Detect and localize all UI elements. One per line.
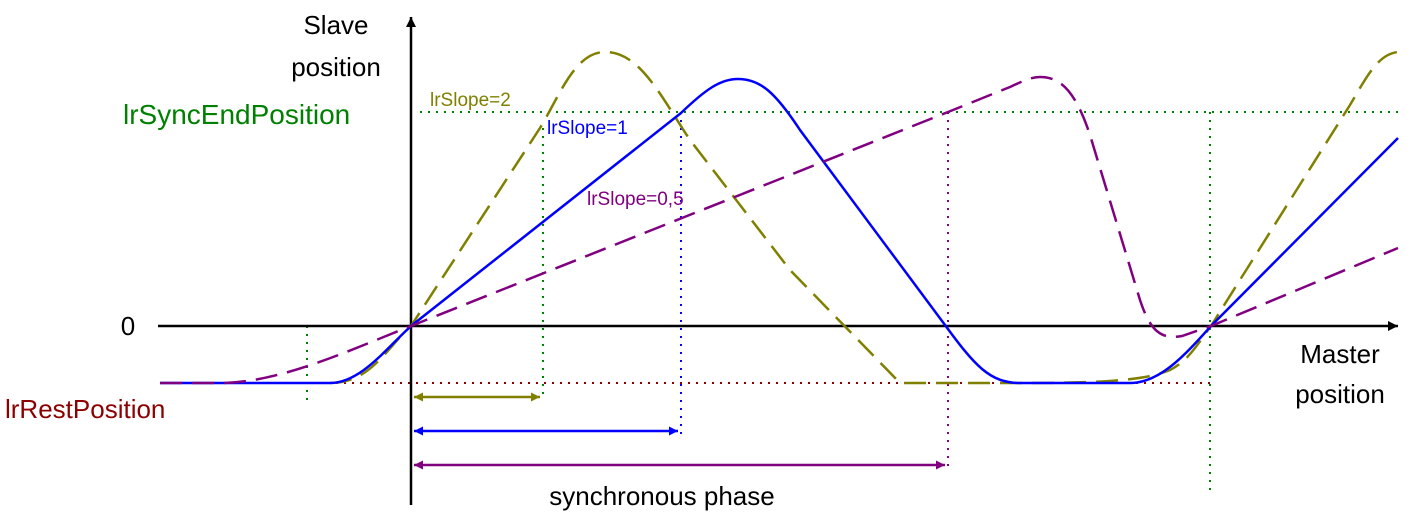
zero-label: 0: [121, 311, 135, 341]
x-axis-label-line2: position: [1295, 379, 1385, 409]
curve-label-slope-2: lrSlope=2: [430, 90, 511, 111]
y-axis-label-line2: position: [291, 52, 381, 82]
x-axis-label-line1: Master: [1300, 339, 1380, 369]
rest-position-label: lrRestPosition: [5, 394, 165, 424]
sync-end-position-label: lrSyncEndPosition: [123, 99, 350, 130]
curve-slope-05: [160, 75, 1399, 385]
synchronous-phase-label: synchronous phase: [549, 481, 774, 511]
curve-label-slope-1: lrSlope=1: [547, 118, 628, 139]
y-axis-label-line1: Slave: [303, 10, 368, 40]
curve-label-slope-05: lrSlope=0,5: [587, 189, 684, 210]
curve-slope-1: [160, 77, 1399, 385]
